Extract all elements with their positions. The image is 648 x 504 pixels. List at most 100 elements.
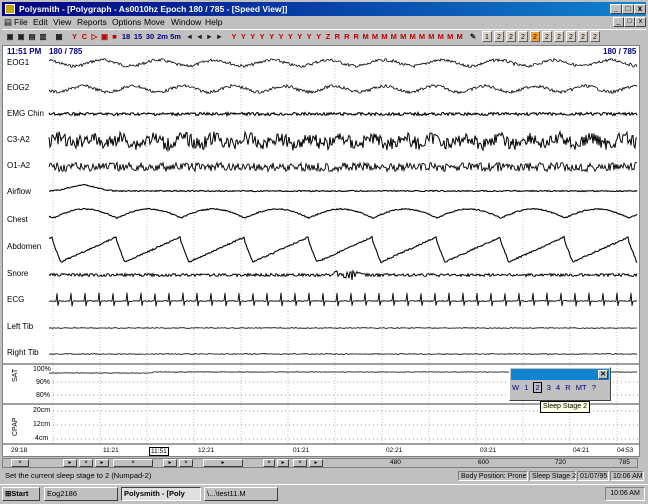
toolbar-stage-button[interactable]: 2 [590, 31, 600, 42]
scroll-segment[interactable]: ▸ [277, 459, 289, 467]
menu-edit[interactable]: Edit [33, 17, 48, 27]
scroll-segment[interactable]: ▸ [163, 459, 177, 467]
close-button[interactable]: x [634, 4, 646, 14]
event-marker-button[interactable]: M [390, 32, 397, 41]
speed-18-button[interactable]: 18 [121, 32, 131, 41]
speed-2m-button[interactable]: 2m [157, 32, 168, 41]
sleep-stage-popup-caption[interactable] [511, 369, 609, 380]
event-marker-button[interactable]: R [334, 32, 341, 41]
epoch-scrollbar[interactable]: × ▸ × ▸ × ▸ × ▸ × ▸ × ▸ 480 600 720 785 [2, 458, 638, 468]
scroll-segment[interactable]: × [113, 459, 153, 467]
scroll-segment[interactable]: × [11, 459, 29, 467]
stage-mt-button[interactable]: MT [575, 383, 587, 392]
tool-b-icon[interactable]: C [81, 32, 88, 41]
event-marker-button[interactable]: Y [231, 32, 237, 41]
event-marker-button[interactable]: R [353, 32, 359, 41]
event-marker-button[interactable]: M [381, 32, 388, 41]
toolbar-stage-button[interactable]: 2 [566, 31, 576, 42]
mdi-close-button[interactable]: x [635, 17, 646, 27]
event-marker-button[interactable]: Y [259, 32, 265, 41]
save-icon[interactable]: ▣ [17, 32, 25, 41]
toolbar-stage-button[interactable]: 1 [482, 31, 492, 42]
stage-w-button[interactable]: W [512, 383, 520, 392]
speed-15-button[interactable]: 15 [133, 32, 143, 41]
tool-a-icon[interactable]: Y [71, 32, 77, 41]
speed-5m-button[interactable]: 5m [170, 32, 181, 41]
mdi-minimize-button[interactable]: _ [613, 17, 624, 27]
taskbar-item-eog[interactable]: Eog2186 [44, 487, 118, 501]
event-marker-button[interactable]: Y [297, 32, 303, 41]
open-icon[interactable]: ▣ [6, 32, 14, 41]
toolbar-stage-button[interactable]: 2 [494, 31, 504, 42]
app-icon[interactable] [5, 4, 15, 14]
minimize-button[interactable]: _ [610, 4, 622, 14]
scroll-segment[interactable]: × [79, 459, 93, 467]
last-epoch-icon[interactable]: ► [215, 32, 224, 41]
scroll-segment[interactable]: ▸ [203, 459, 243, 467]
event-marker-button[interactable]: Y [250, 32, 256, 41]
event-marker-button[interactable]: Y [269, 32, 275, 41]
scroll-segment[interactable]: ▸ [309, 459, 323, 467]
stage-2-button[interactable]: 2 [533, 382, 542, 393]
scroll-segment[interactable]: ▸ [63, 459, 77, 467]
event-marker-button[interactable]: M [362, 32, 369, 41]
mdi-restore-button[interactable]: □ [624, 17, 635, 27]
sleep-stage-popup-close-button[interactable]: ✕ [598, 370, 608, 379]
stage-unknown-button[interactable]: ? [591, 383, 596, 392]
event-marker-button[interactable]: Y [240, 32, 246, 41]
print-icon[interactable]: ▤ [28, 32, 36, 41]
event-marker-button[interactable]: M [400, 32, 407, 41]
maximize-button[interactable]: □ [622, 4, 634, 14]
montage-icon[interactable]: ▦ [55, 32, 63, 41]
event-marker-button[interactable]: Z [325, 32, 331, 41]
event-marker-button[interactable]: M [371, 32, 379, 41]
toolbar-stage-button[interactable]: 2 [578, 31, 588, 42]
event-marker-button[interactable]: Y [278, 32, 284, 41]
mdi-doc-icon[interactable]: ▤ [4, 17, 13, 27]
next-epoch-icon[interactable]: ► [205, 32, 214, 41]
scroll-segment[interactable]: ▸ [95, 459, 109, 467]
menu-view[interactable]: View [53, 17, 72, 27]
preview-icon[interactable]: ▥ [39, 32, 47, 41]
toolbar-stage-button[interactable]: 2 [530, 31, 540, 42]
event-marker-button[interactable]: M [428, 32, 435, 41]
event-marker-button[interactable]: M [418, 32, 426, 41]
event-marker-button[interactable]: Y [306, 32, 312, 41]
tool-e-icon[interactable]: ■ [112, 32, 117, 41]
stage-1-button[interactable]: 1 [524, 383, 529, 392]
first-epoch-icon[interactable]: ◄ [185, 32, 194, 41]
toolbar-stage-button[interactable]: 2 [554, 31, 564, 42]
speed-30-button[interactable]: 30 [145, 32, 155, 41]
scroll-segment[interactable]: × [293, 459, 307, 467]
toolbar-stage-button[interactable]: 2 [518, 31, 528, 42]
prev-epoch-icon[interactable]: ◄ [195, 32, 204, 41]
pencil-icon[interactable]: ✎ [469, 32, 477, 41]
event-marker-button[interactable]: Y [287, 32, 293, 41]
tool-d-icon[interactable]: ▣ [100, 32, 109, 41]
tool-c-icon[interactable]: ▷ [91, 32, 98, 41]
event-marker-button[interactable]: M [456, 32, 463, 41]
taskbar-item-polysmith[interactable]: Polysmith - [Poly [121, 487, 201, 501]
toolbar-stage-button[interactable]: 2 [542, 31, 552, 42]
stage-r-button[interactable]: R [565, 383, 571, 392]
stage-3-button[interactable]: 3 [546, 383, 551, 392]
start-button[interactable]: ⊞Start [2, 487, 40, 501]
menu-move[interactable]: Move [144, 17, 165, 27]
vertical-scrollbar[interactable] [640, 45, 646, 457]
event-marker-button[interactable]: M [437, 32, 444, 41]
taskbar-item-test[interactable]: \...\test11.M [204, 487, 278, 501]
menu-window[interactable]: Window [171, 17, 202, 27]
menu-options[interactable]: Options [112, 17, 142, 27]
event-marker-button[interactable]: Y [316, 32, 322, 41]
event-marker-button[interactable]: R [344, 32, 350, 41]
menu-reports[interactable]: Reports [77, 17, 107, 27]
menu-help[interactable]: Help [205, 17, 223, 27]
menu-file[interactable]: File [14, 17, 28, 27]
scroll-segment[interactable]: × [179, 459, 193, 467]
stage-4-button[interactable]: 4 [555, 383, 561, 392]
event-marker-button[interactable]: M [409, 32, 416, 41]
time-tick-current[interactable]: 11:51 [149, 447, 169, 456]
event-marker-button[interactable]: M [447, 32, 454, 41]
toolbar-stage-button[interactable]: 2 [506, 31, 516, 42]
scroll-segment[interactable]: × [263, 459, 275, 467]
